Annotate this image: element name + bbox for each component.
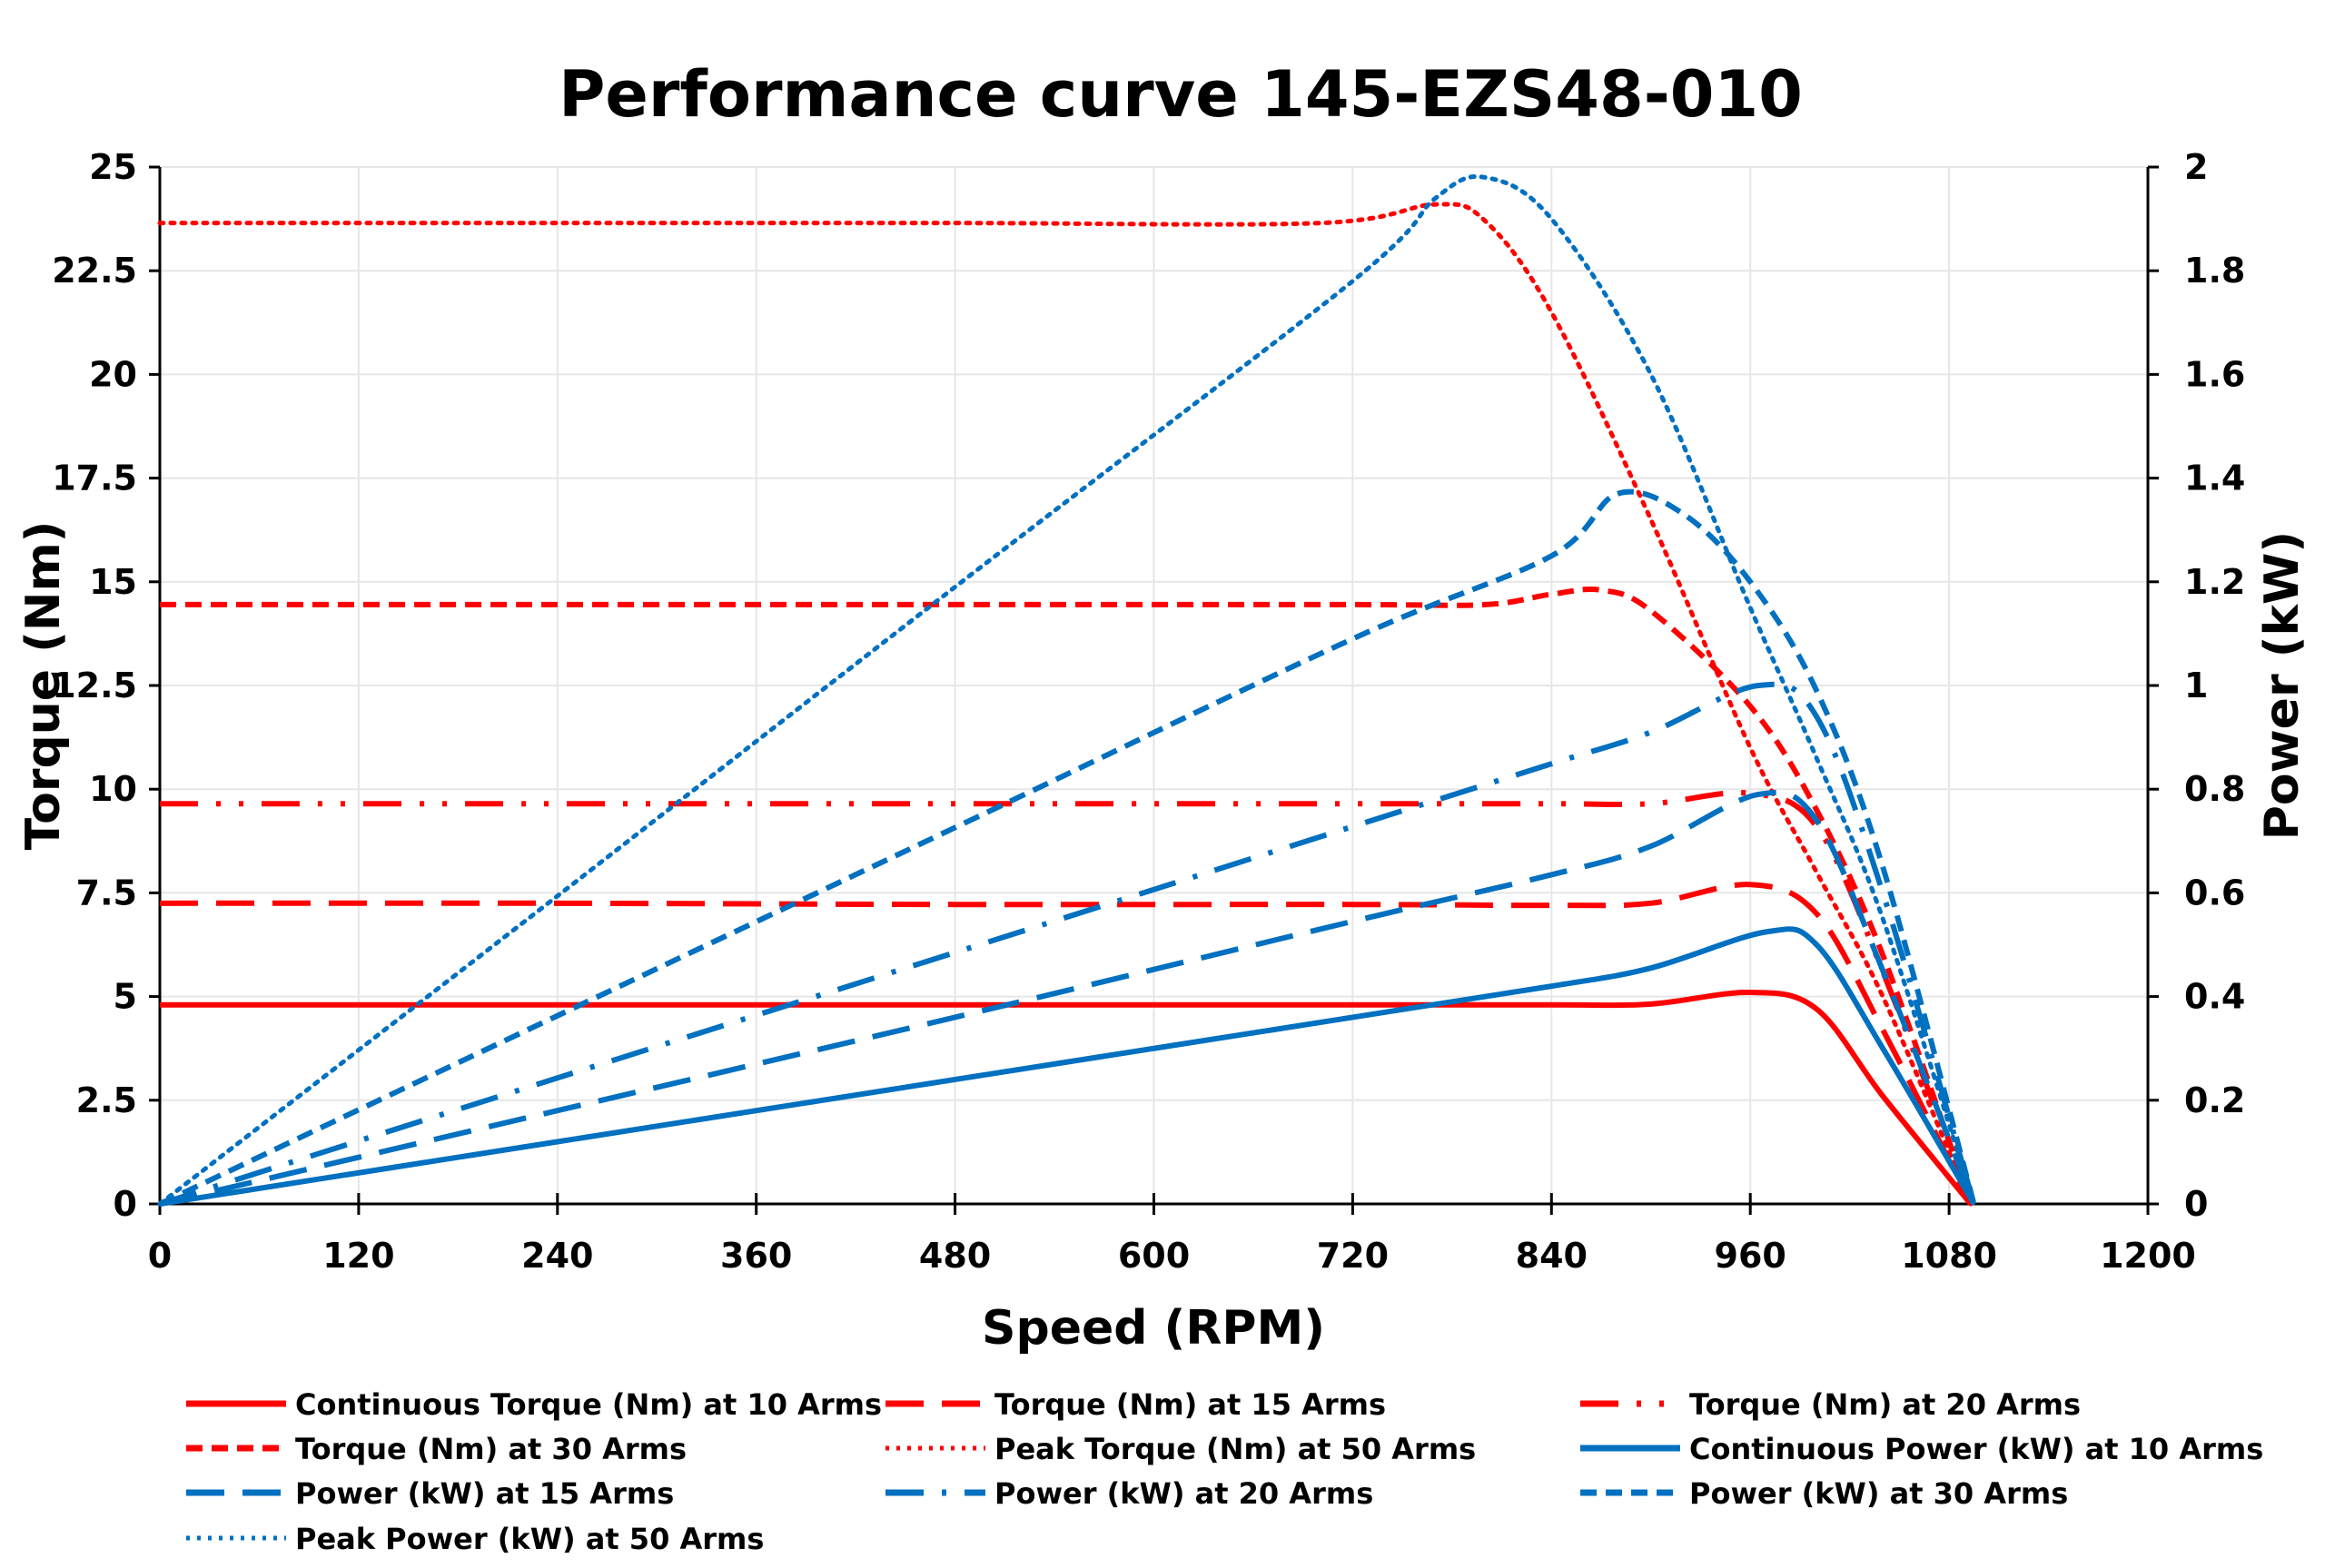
- x-tick-label: 240: [521, 1236, 593, 1276]
- chart-title: Performance curve 145-EZS48-010: [559, 57, 1803, 132]
- legend-entry: Peak Power (kW) at 50 Arms: [186, 1522, 764, 1556]
- legend-label: Torque (Nm) at 30 Arms: [295, 1432, 687, 1466]
- legend-label: Continuous Torque (Nm) at 10 Arms: [295, 1387, 882, 1422]
- legend-label: Power (kW) at 20 Arms: [994, 1476, 1373, 1511]
- series-line-continuous-torque-nm-at-10-arms: [160, 990, 1974, 1206]
- y2-tick-label: 1.2: [2184, 562, 2245, 602]
- series-line-power-kw-at-30-arms: [158, 488, 1977, 1207]
- y-tick-label: 10: [89, 769, 137, 809]
- legend-entry: Power (kW) at 30 Arms: [1580, 1476, 2068, 1511]
- y2-tick-label: 1.6: [2184, 354, 2245, 394]
- x-tick-label: 960: [1715, 1236, 1786, 1276]
- x-tick-label: 600: [1118, 1236, 1190, 1276]
- y2-tick-label: 0: [2184, 1184, 2208, 1224]
- legend-entry: Torque (Nm) at 15 Arms: [885, 1387, 1386, 1422]
- y-axis-title: Torque (Nm): [16, 521, 71, 851]
- legend-label: Peak Power (kW) at 50 Arms: [295, 1522, 764, 1556]
- legend-entry: Power (kW) at 15 Arms: [186, 1476, 674, 1511]
- legend-entry: Continuous Torque (Nm) at 10 Arms: [186, 1387, 882, 1422]
- legend: Continuous Torque (Nm) at 10 Arms Torque …: [186, 1387, 2263, 1556]
- series-line-power-kw-at-20-arms: [159, 681, 1977, 1207]
- legend-label: Power (kW) at 30 Arms: [1689, 1476, 2068, 1511]
- series-line-peak-torque-nm-at-50-arms: [157, 202, 1974, 1207]
- x-tick-label: 360: [720, 1236, 792, 1276]
- legend-entry: Torque (Nm) at 20 Arms: [1580, 1387, 2081, 1422]
- y-tick-label: 15: [89, 562, 137, 602]
- legend-entry: Power (kW) at 20 Arms: [885, 1476, 1373, 1511]
- x-tick-label: 720: [1317, 1236, 1389, 1276]
- y2-tick-label: 1.4: [2184, 459, 2245, 498]
- series-line-torque-nm-at-30-arms: [160, 586, 1974, 1205]
- y-tick-label: 25: [89, 147, 137, 187]
- legend-label: Continuous Power (kW) at 10 Arms: [1689, 1432, 2263, 1466]
- x-tick-label: 1080: [1901, 1236, 1997, 1276]
- legend-label: Torque (Nm) at 15 Arms: [994, 1387, 1386, 1422]
- legend-label: Peak Torque (Nm) at 50 Arms: [994, 1432, 1476, 1466]
- y-tick-label: 17.5: [52, 459, 137, 498]
- x-tick-label: 0: [148, 1236, 172, 1276]
- x-tick-label: 480: [919, 1236, 991, 1276]
- x-tick-label: 840: [1516, 1236, 1588, 1276]
- series-line-continuous-power-kw-at-10-arms: [159, 926, 1977, 1207]
- y-tick-label: 0: [114, 1184, 137, 1224]
- y2-tick-label: 0.4: [2184, 977, 2245, 1017]
- series-lines: [157, 174, 1977, 1207]
- series-line-peak-power-kw-at-50-arms: [157, 174, 1976, 1207]
- y2-tick-label: 1.8: [2184, 251, 2245, 291]
- y2-tick-label: 0.8: [2184, 769, 2245, 809]
- legend-label: Torque (Nm) at 20 Arms: [1689, 1387, 2081, 1422]
- y2-tick-label: 1: [2184, 666, 2208, 705]
- y2-tick-label: 2: [2184, 147, 2208, 187]
- x-axis-title: Speed (RPM): [982, 1301, 1325, 1356]
- y-tick-label: 5: [114, 977, 137, 1017]
- legend-entry: Peak Torque (Nm) at 50 Arms: [885, 1432, 1476, 1466]
- series-line-power-kw-at-15-arms: [159, 789, 1977, 1207]
- y-tick-label: 2.5: [76, 1080, 137, 1120]
- legend-entry: Torque (Nm) at 30 Arms: [186, 1432, 687, 1466]
- y-tick-label: 22.5: [52, 251, 137, 291]
- y2-tick-label: 0.6: [2184, 873, 2245, 912]
- series-line-torque-nm-at-15-arms: [159, 882, 1974, 1206]
- y-tick-label: 20: [89, 354, 137, 394]
- y2-tick-label: 0.2: [2184, 1080, 2245, 1120]
- x-tick-label: 120: [322, 1236, 394, 1276]
- x-tick-label: 1200: [2100, 1236, 2196, 1276]
- y-tick-label: 7.5: [76, 873, 137, 912]
- legend-entry: Continuous Power (kW) at 10 Arms: [1580, 1432, 2263, 1466]
- y-tick-label: 12.5: [52, 666, 137, 705]
- y2-axis-title: Power (kW): [2255, 531, 2310, 840]
- legend-label: Power (kW) at 15 Arms: [295, 1476, 674, 1511]
